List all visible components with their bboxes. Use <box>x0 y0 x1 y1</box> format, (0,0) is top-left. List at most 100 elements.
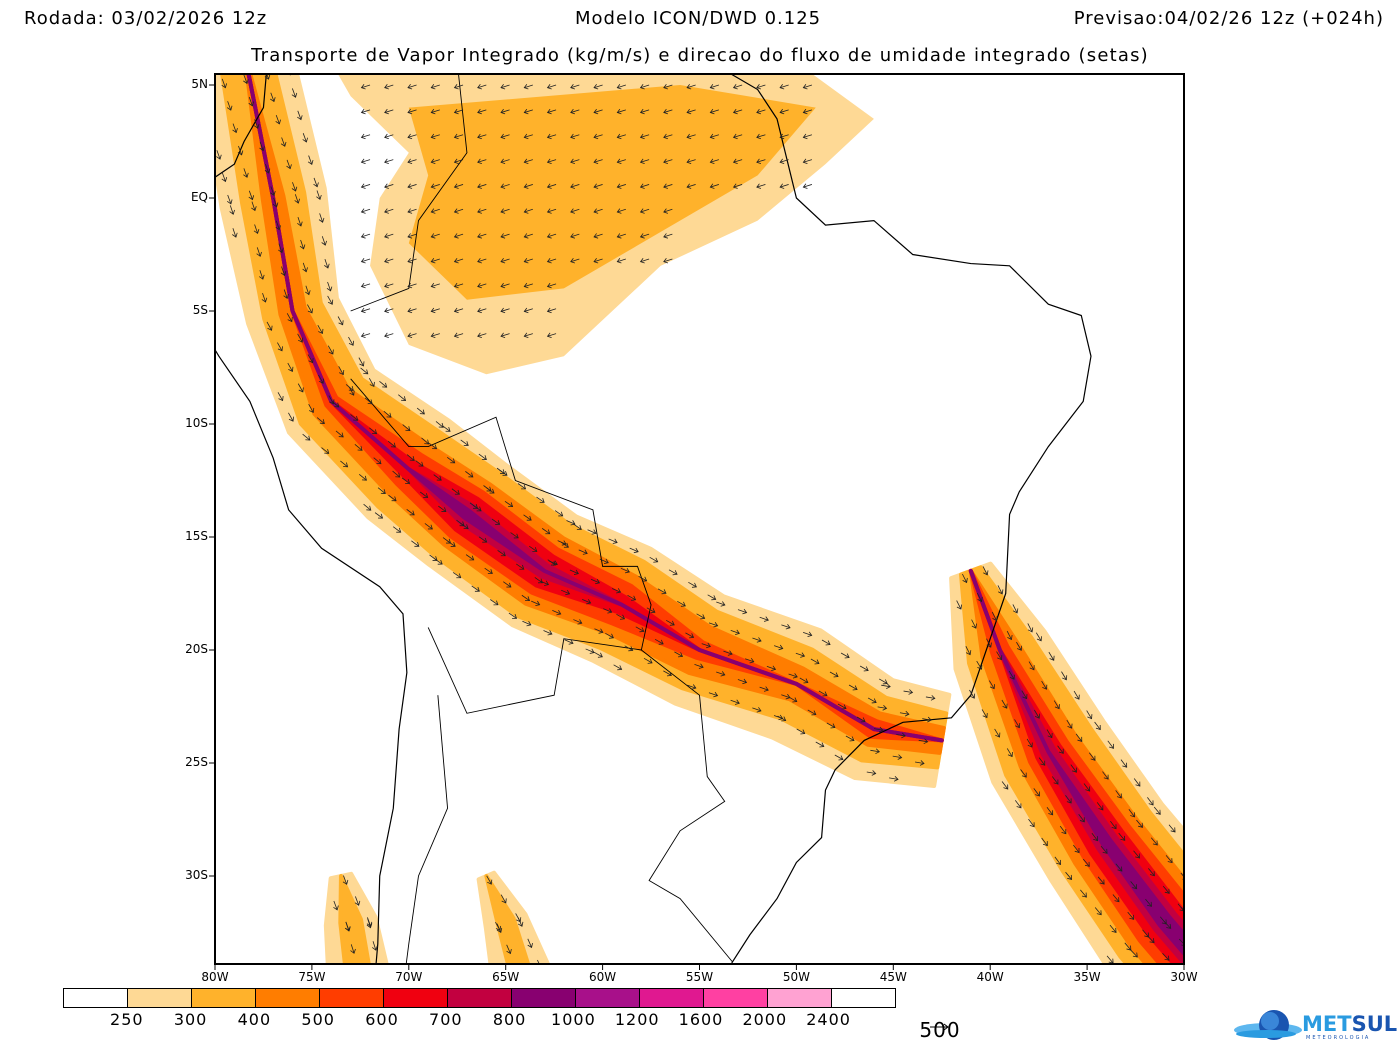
arrow-head <box>698 663 704 669</box>
arrow-head <box>360 307 366 314</box>
flux-arrow-icon <box>510 532 519 539</box>
arrow-head <box>407 183 413 189</box>
coastline <box>215 74 1092 964</box>
colorbar-label: 1000 <box>551 1010 596 1029</box>
arrow-shaft <box>1057 745 1064 754</box>
flux-arrow-icon <box>226 101 233 111</box>
flux-arrow-icon <box>546 233 557 239</box>
arrow-head <box>259 52 264 56</box>
arrow-head <box>1231 898 1235 902</box>
arrow-shaft <box>454 184 464 188</box>
arrow-head <box>363 369 369 375</box>
arrow-head <box>603 558 609 565</box>
arrow-shaft <box>617 134 626 138</box>
arrow-head <box>593 133 599 140</box>
arrow-head <box>523 208 529 214</box>
arrow-shaft <box>1120 759 1128 768</box>
flux-arrow-icon <box>1006 630 1013 641</box>
flux-arrow-icon <box>402 424 411 431</box>
arrow-head <box>544 580 550 586</box>
arrow-shaft <box>663 258 673 263</box>
arrow-head <box>860 717 866 723</box>
arrow-head <box>354 900 361 906</box>
arrow-shaft <box>343 875 348 885</box>
flux-arrow-icon <box>1165 855 1173 864</box>
flux-arrow-icon <box>956 600 963 610</box>
arrow-shaft <box>282 44 285 53</box>
arrow-head <box>1072 767 1077 773</box>
flux-arrow-icon <box>1100 845 1108 854</box>
flux-arrow-icon <box>471 585 480 592</box>
arrow-head <box>477 332 482 339</box>
arrow-head <box>384 332 389 339</box>
arrow-shaft <box>925 696 935 699</box>
arrow-head <box>253 123 260 129</box>
arrow-shaft <box>354 444 363 451</box>
arrow-shaft <box>460 439 469 446</box>
arrow-head <box>593 258 599 264</box>
flux-arrow-icon <box>867 697 877 704</box>
arrow-head <box>863 666 869 672</box>
arrow-head <box>453 307 459 314</box>
flux-arrow-icon <box>270 92 276 103</box>
arrow-head <box>1132 884 1138 890</box>
arrow-head <box>814 659 820 665</box>
arrow-shaft <box>982 566 988 576</box>
arrow-shaft <box>547 109 557 113</box>
flux-arrow-icon <box>259 141 265 152</box>
arrow-shaft <box>319 213 324 223</box>
arrow-shaft <box>517 917 523 927</box>
flux-arrow-icon <box>1027 623 1034 633</box>
arrow-shaft <box>547 308 557 312</box>
arrow-head <box>1009 674 1015 680</box>
arrow-head <box>367 399 373 405</box>
arrow-shaft <box>971 619 977 629</box>
arrow-shaft <box>756 184 766 188</box>
arrow-head <box>552 560 558 566</box>
arrow-head <box>639 208 645 214</box>
arrow-head <box>686 84 692 90</box>
arrow-shaft <box>331 400 340 408</box>
colorbar-label: 800 <box>492 1010 527 1029</box>
flux-arrow-icon <box>788 673 798 679</box>
arrow-head <box>445 426 451 432</box>
arrow-head <box>546 233 552 239</box>
arrow-shaft <box>707 594 716 600</box>
flux-arrow-icon <box>270 186 276 196</box>
arrow-head <box>593 233 599 239</box>
arrow-shaft <box>454 208 464 213</box>
arrow-shaft <box>281 137 286 147</box>
arrow-head <box>1163 987 1167 991</box>
flux-arrow-icon <box>1198 893 1204 900</box>
arrow-shaft <box>522 620 531 626</box>
arrow-shaft <box>593 84 603 89</box>
arrow-head <box>595 578 601 585</box>
arrow-head <box>570 133 575 140</box>
flux-arrow-icon <box>1059 825 1067 835</box>
arrow-head <box>512 614 518 619</box>
flux-arrow-icon <box>1163 921 1172 929</box>
arrow-shaft <box>560 589 570 595</box>
flux-arrow-icon <box>616 84 626 90</box>
flux-arrow-icon <box>430 208 440 214</box>
flux-arrow-icon <box>594 651 603 658</box>
arrow-head <box>616 158 622 164</box>
flux-arrow-icon <box>354 444 363 451</box>
flux-arrow-icon <box>663 158 673 164</box>
arrow-shaft <box>229 205 234 215</box>
flux-arrow-icon <box>434 558 443 565</box>
arrow-shaft <box>368 377 375 387</box>
arrow-shaft <box>554 510 563 517</box>
arrow-shaft <box>477 159 487 163</box>
arrow-shaft <box>383 410 392 418</box>
arrow-head <box>308 358 314 364</box>
arrow-shaft <box>752 707 762 712</box>
flux-arrow-icon <box>593 258 603 264</box>
logo-text-sul: SUL <box>1351 1012 1398 1036</box>
arrow-shaft <box>500 184 510 188</box>
arrow-shaft <box>1130 949 1138 958</box>
arrow-shaft <box>663 109 673 113</box>
flux-arrow-icon <box>430 258 440 264</box>
flux-arrow-icon <box>1161 985 1167 992</box>
arrow-shaft <box>1094 721 1101 730</box>
